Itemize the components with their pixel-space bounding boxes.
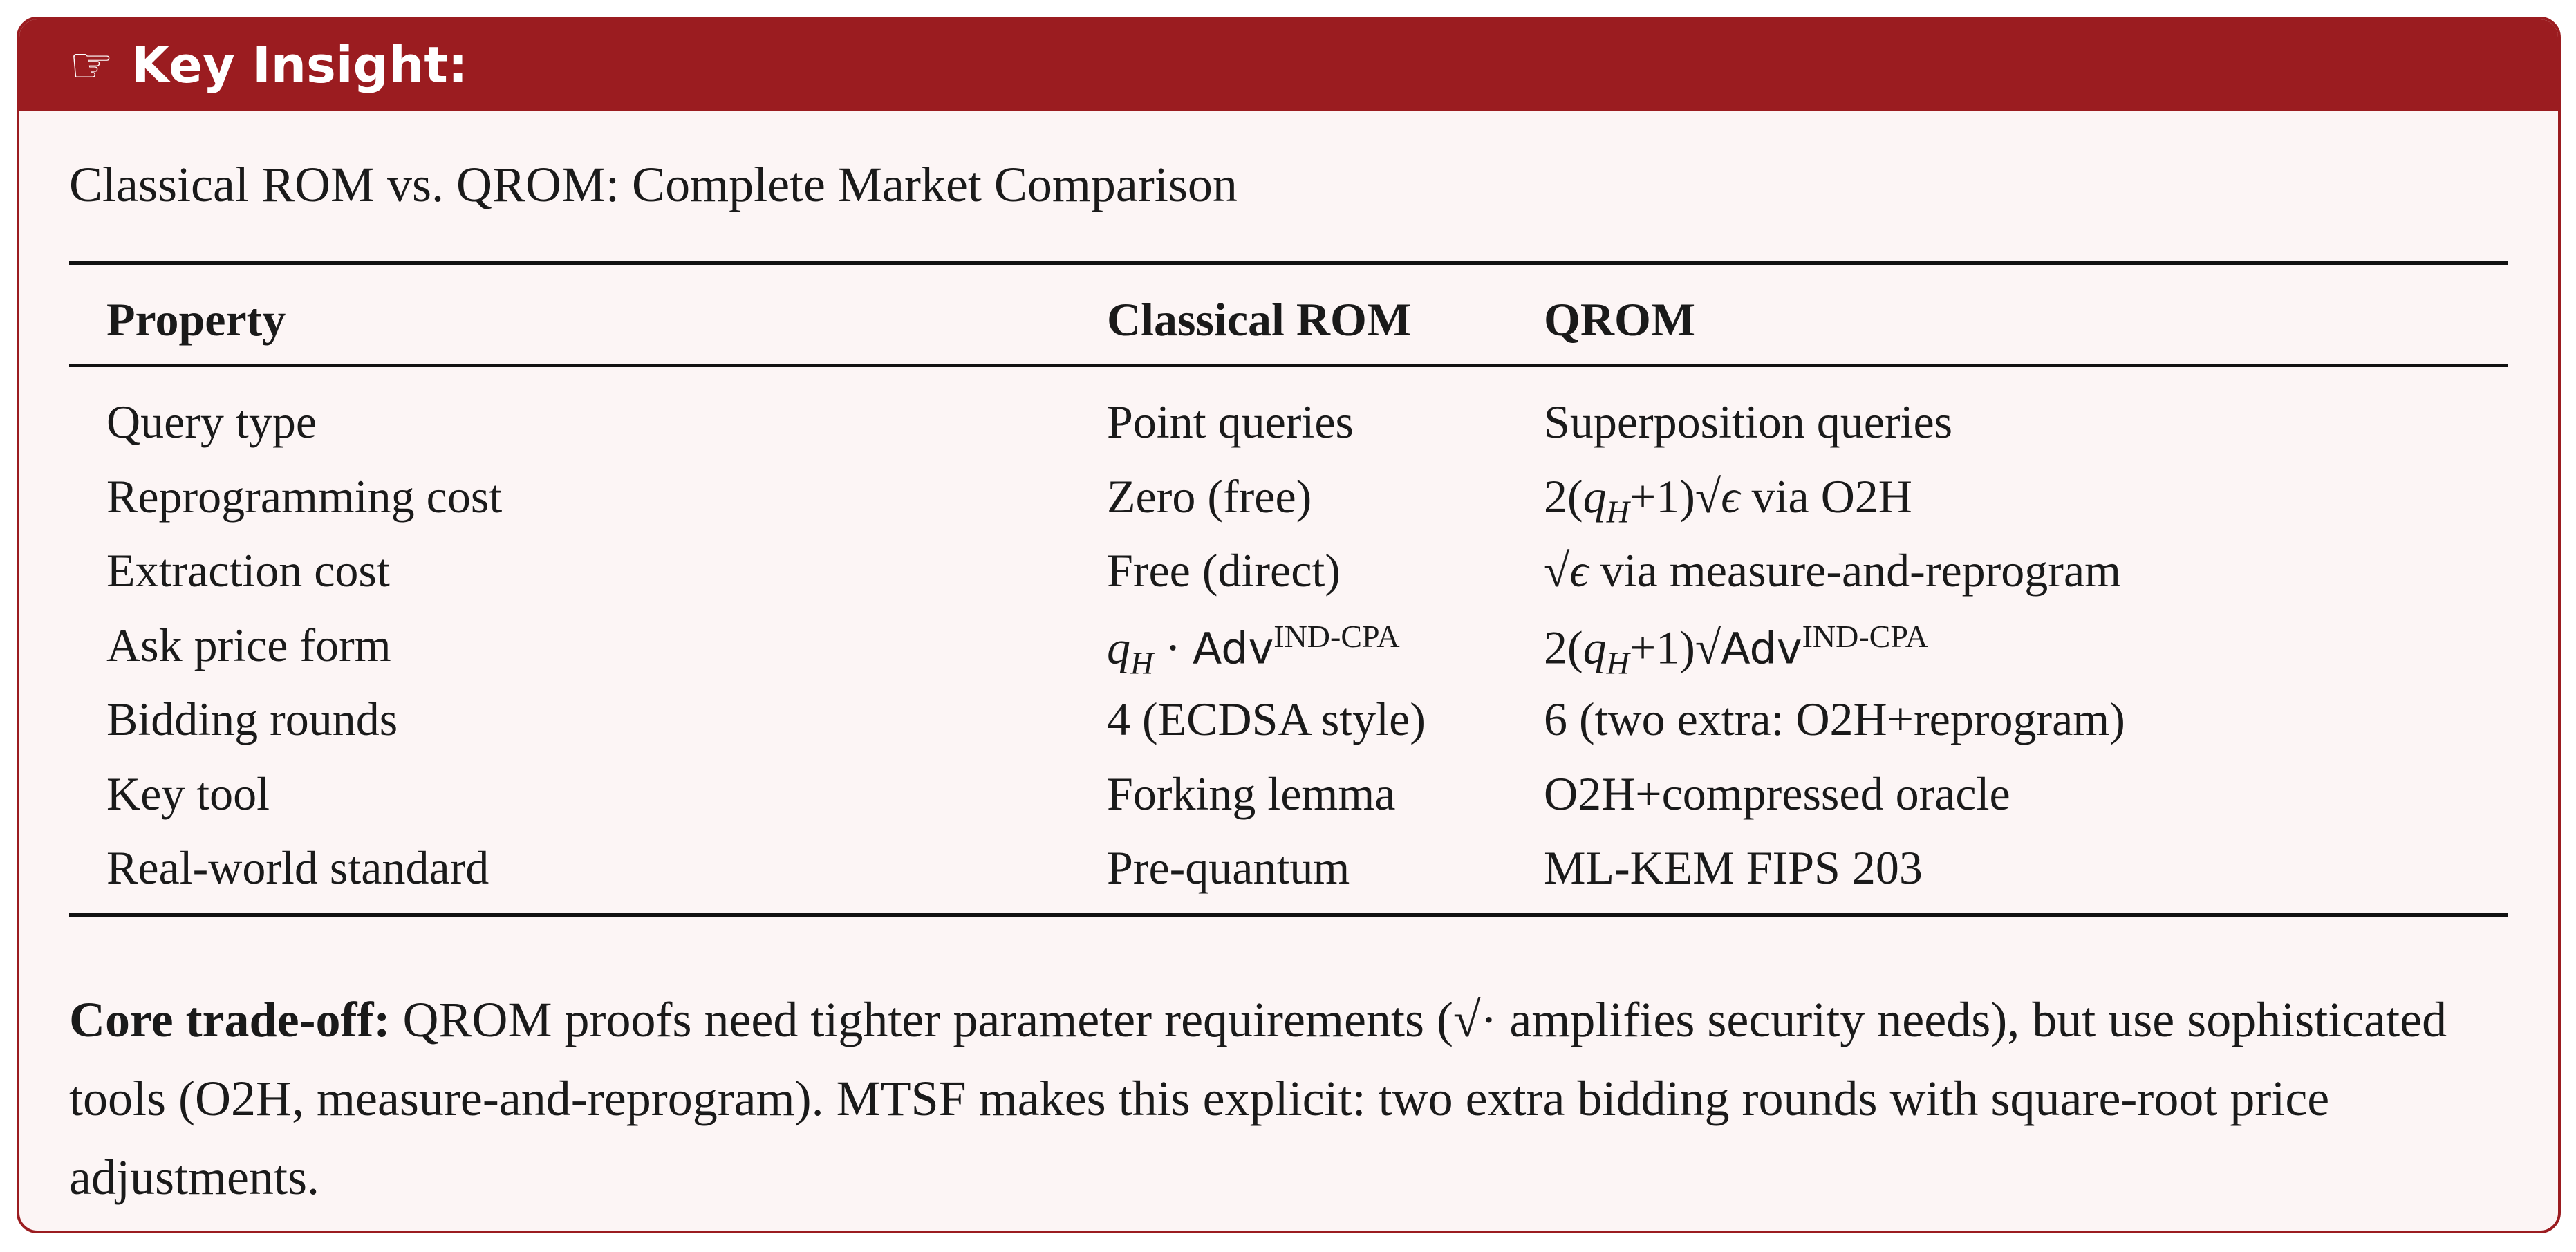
cell-text: via O2H	[1739, 469, 1912, 523]
table-cell: Key tool	[106, 767, 270, 820]
bottom-rule	[69, 913, 2508, 917]
cell-text: +1)√	[1629, 621, 1721, 674]
table-cell: Free (direct)	[1107, 544, 1341, 597]
subtitle: Classical ROM vs. QROM: Complete Market …	[69, 157, 1238, 212]
top-rule	[69, 261, 2508, 265]
table-cell: ML-KEM FIPS 203	[1544, 841, 1923, 894]
subscript: H	[1606, 644, 1630, 680]
table-cell: 4 (ECDSA style)	[1107, 693, 1426, 745]
footer: Core trade-off: QROM proofs need tighter…	[69, 980, 2517, 1217]
table-cell: Bidding rounds	[106, 693, 398, 745]
table-cell: Ask price form	[106, 618, 391, 671]
cell-text: 2(	[1544, 621, 1583, 674]
table-cell: 2(qH+1)√ϵ via O2H	[1544, 469, 1912, 530]
table-cell: Classical ROM	[1107, 293, 1412, 346]
header-bar: ☞ Key Insight:	[19, 19, 2558, 111]
header-title: ☞ Key Insight:	[69, 36, 468, 94]
table-cell: Property	[106, 293, 286, 346]
cell-text: via measure-and-reprogram	[1588, 544, 2122, 597]
table-cell: Forking lemma	[1107, 767, 1396, 820]
subscript: H	[1130, 644, 1154, 680]
table-cell: Zero (free)	[1107, 469, 1312, 523]
math-var: q	[1583, 469, 1607, 523]
mid-rule	[69, 364, 2508, 367]
table-cell: 2(qH+1)√AdvIND-CPA	[1544, 618, 1928, 681]
math-var: q	[1107, 621, 1130, 674]
table-cell: Pre-quantum	[1107, 841, 1350, 894]
footer-label: Core trade-off:	[69, 992, 391, 1047]
footer-text: QROM proofs need tighter parameter requi…	[69, 992, 2447, 1205]
insight-box: ☞ Key Insight: Classical ROM vs. QROM: C…	[17, 17, 2561, 1233]
table-cell: Point queries	[1107, 395, 1354, 448]
cell-text: ·	[1153, 621, 1193, 674]
math-var: ϵ	[1569, 544, 1589, 597]
table-cell: QROM	[1544, 293, 1696, 346]
table-cell: Real-world standard	[106, 841, 489, 894]
table-cell: O2H+compressed oracle	[1544, 767, 2010, 820]
superscript: IND-CPA	[1273, 618, 1400, 654]
cell-text: 2(	[1544, 469, 1583, 523]
table-cell: Extraction cost	[106, 544, 390, 597]
math-op: Adv	[1192, 623, 1274, 674]
table-cell: √ϵ via measure-and-reprogram	[1544, 543, 2121, 598]
table-cell: 6 (two extra: O2H+reprogram)	[1544, 693, 2125, 745]
table-cell: Reprogramming cost	[106, 469, 503, 523]
subscript: H	[1606, 494, 1630, 530]
table-cell: qH · AdvIND-CPA	[1107, 618, 1400, 681]
math-var: ϵ	[1721, 469, 1740, 523]
table-cell: Superposition queries	[1544, 395, 1953, 448]
cell-text: √	[1544, 544, 1570, 597]
table-cell: Query type	[106, 395, 317, 448]
superscript: IND-CPA	[1802, 618, 1928, 654]
math-op: Adv	[1721, 623, 1802, 674]
cell-text: +1)√	[1629, 469, 1721, 523]
math-var: q	[1583, 621, 1607, 674]
